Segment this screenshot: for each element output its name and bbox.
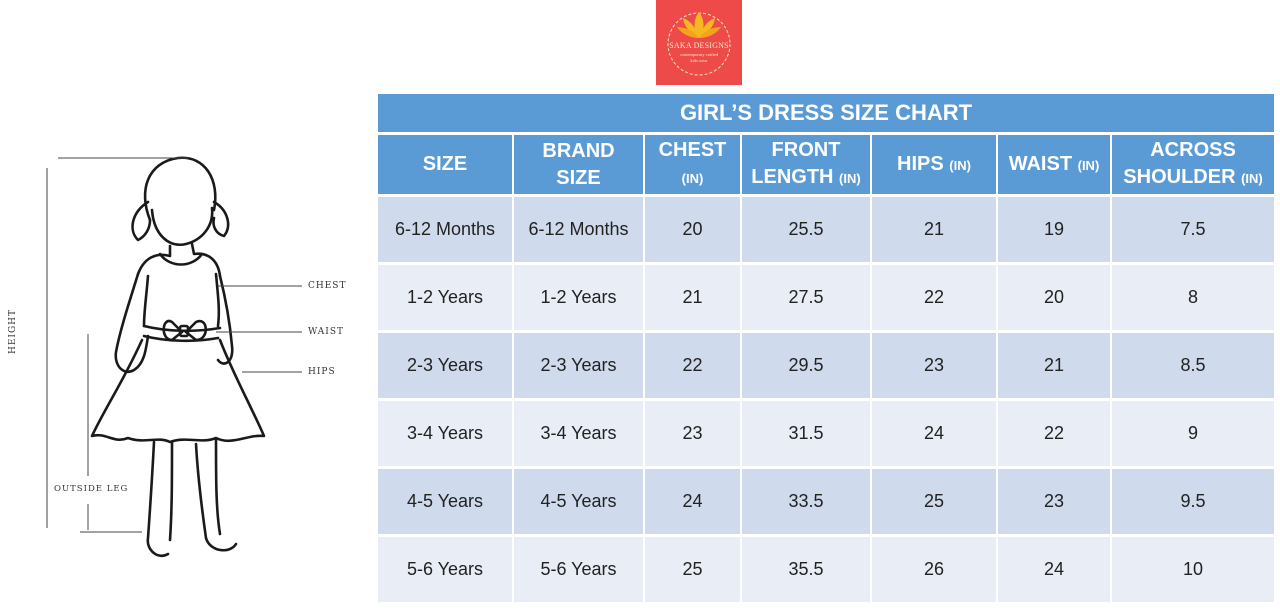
brand-tagline-1: contemporary crafted (679, 52, 719, 57)
girl-dress-illustration (46, 156, 302, 558)
brand-size-cell: 5-6 Years (514, 537, 645, 605)
chest-cell: 20 (645, 197, 742, 265)
size-cell: 1-2 Years (378, 265, 514, 333)
table-row: 1-2 Years 1-2 Years 21 27.5 22 20 8 (378, 265, 1277, 333)
outside-leg-label: OUTSIDE LEG (54, 484, 129, 494)
waist-cell: 22 (998, 401, 1112, 469)
brand-size-cell: 6-12 Months (514, 197, 645, 265)
measurement-figure: CHEST WAIST HIPS HEIGHT OUTSIDE LEG (8, 140, 380, 570)
front-length-cell: 33.5 (742, 469, 872, 537)
brand-size-cell: 3-4 Years (514, 401, 645, 469)
waist-label: WAIST (308, 327, 345, 337)
height-label: HEIGHT (8, 308, 18, 354)
across-shoulder-cell: 8 (1112, 265, 1277, 333)
brand-tagline-2: kids wear (690, 58, 708, 63)
waist-cell: 19 (998, 197, 1112, 265)
chest-label: CHEST (308, 281, 347, 291)
table-row: 2-3 Years 2-3 Years 22 29.5 23 21 8.5 (378, 333, 1277, 401)
header-hips: HIPS (IN) (872, 135, 998, 197)
brand-name: SAKA DESIGNS (669, 41, 729, 50)
front-length-cell: 31.5 (742, 401, 872, 469)
size-chart-table: GIRL’S DRESS SIZE CHART SIZE BRAND SIZE C… (378, 94, 1277, 605)
header-brand-size: BRAND SIZE (514, 135, 645, 197)
chest-cell: 21 (645, 265, 742, 333)
chest-cell: 23 (645, 401, 742, 469)
waist-cell: 24 (998, 537, 1112, 605)
front-length-cell: 29.5 (742, 333, 872, 401)
header-waist: WAIST (IN) (998, 135, 1112, 197)
hips-cell: 23 (872, 333, 998, 401)
header-row: SIZE BRAND SIZE CHEST (IN) FRONT LENGTH (IN… (378, 135, 1277, 197)
chest-cell: 25 (645, 537, 742, 605)
across-shoulder-cell: 7.5 (1112, 197, 1277, 265)
size-cell: 6-12 Months (378, 197, 514, 265)
across-shoulder-cell: 9 (1112, 401, 1277, 469)
header-size: SIZE (378, 135, 514, 197)
table-row: 4-5 Years 4-5 Years 24 33.5 25 23 9.5 (378, 469, 1277, 537)
size-cell: 5-6 Years (378, 537, 514, 605)
chart-title: GIRL’S DRESS SIZE CHART (378, 94, 1277, 135)
front-length-cell: 25.5 (742, 197, 872, 265)
brand-size-cell: 2-3 Years (514, 333, 645, 401)
hips-label: HIPS (308, 367, 336, 377)
waist-cell: 20 (998, 265, 1112, 333)
size-cell: 2-3 Years (378, 333, 514, 401)
across-shoulder-cell: 9.5 (1112, 469, 1277, 537)
front-length-cell: 35.5 (742, 537, 872, 605)
across-shoulder-cell: 10 (1112, 537, 1277, 605)
chest-cell: 24 (645, 469, 742, 537)
size-cell: 3-4 Years (378, 401, 514, 469)
hips-cell: 24 (872, 401, 998, 469)
brand-size-cell: 4-5 Years (514, 469, 645, 537)
header-chest: CHEST (IN) (645, 135, 742, 197)
front-length-cell: 27.5 (742, 265, 872, 333)
waist-cell: 23 (998, 469, 1112, 537)
table-row: 3-4 Years 3-4 Years 23 31.5 24 22 9 (378, 401, 1277, 469)
hips-cell: 25 (872, 469, 998, 537)
brand-size-cell: 1-2 Years (514, 265, 645, 333)
hips-cell: 26 (872, 537, 998, 605)
hips-cell: 22 (872, 265, 998, 333)
size-cell: 4-5 Years (378, 469, 514, 537)
table-row: 6-12 Months 6-12 Months 20 25.5 21 19 7.… (378, 197, 1277, 265)
across-shoulder-cell: 8.5 (1112, 333, 1277, 401)
waist-cell: 21 (998, 333, 1112, 401)
lotus-icon (667, 12, 731, 76)
header-across-shoulder: ACROSS SHOULDER (IN) (1112, 135, 1277, 197)
header-front-length: FRONT LENGTH (IN) (742, 135, 872, 197)
brand-logo: SAKA DESIGNS contemporary crafted kids w… (656, 0, 742, 85)
chest-cell: 22 (645, 333, 742, 401)
table-row: 5-6 Years 5-6 Years 25 35.5 26 24 10 (378, 537, 1277, 605)
hips-cell: 21 (872, 197, 998, 265)
